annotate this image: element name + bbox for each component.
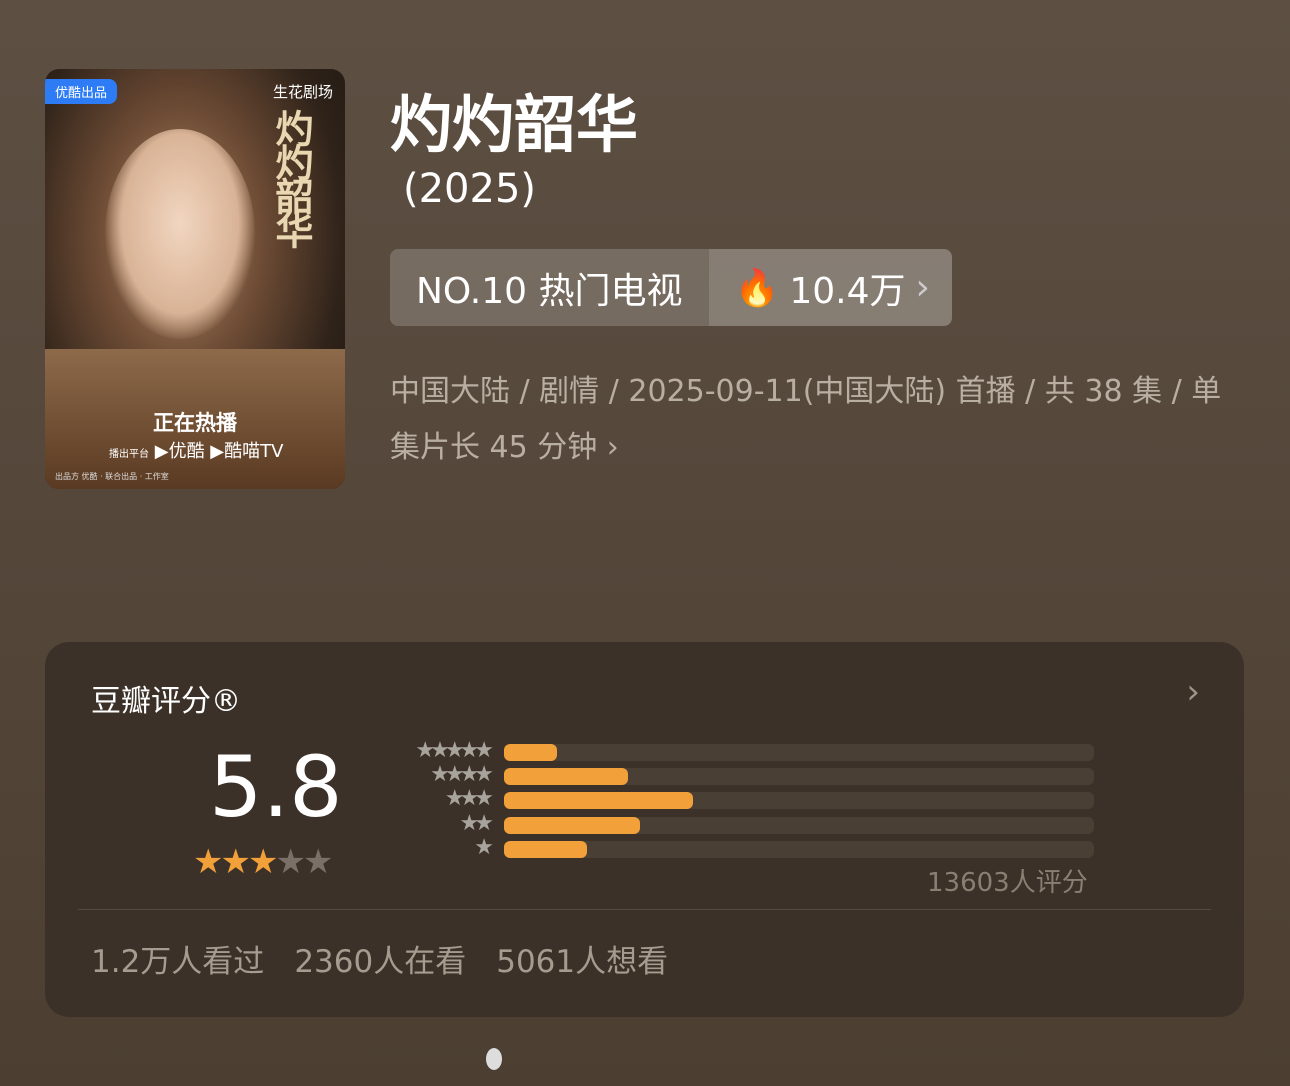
star-icon: ★★ [459, 810, 495, 836]
star-icon: ★★★ [444, 786, 494, 812]
watching-count[interactable]: 2360人在看 [294, 944, 467, 980]
rating-count[interactable]: 13603人评分 [927, 868, 1088, 898]
star-filled-icon: ★ [220, 842, 251, 882]
star-icon: ★ [474, 834, 494, 860]
flame-icon: 🔥 [734, 267, 780, 309]
rating-header: 豆瓣评分® [91, 684, 241, 719]
star-icon: ★★★★ [430, 762, 494, 788]
divider [78, 909, 1211, 910]
studio-logo: 生花剧场 [272, 83, 333, 101]
producer-badge: 优酷出品 [45, 79, 118, 104]
heat-button[interactable]: 🔥 10.4万 › [708, 249, 952, 326]
rank-label[interactable]: NO.10 热门电视 [390, 249, 709, 326]
distribution-bar [504, 768, 628, 786]
distribution-track [504, 768, 1094, 786]
want-count[interactable]: 5061人想看 [496, 944, 669, 980]
poster-image[interactable]: 优酷出品 生花剧场 灼灼韶华 正在热播 播出平台 ▶优酷 ▶酷喵TV 出品方 优… [45, 69, 345, 489]
distribution-bar [504, 744, 558, 761]
star-filled-icon: ★ [247, 842, 279, 882]
star-empty-icon: ★ [302, 842, 334, 882]
viewer-stats: 1.2万人看过 2360人在看 5061人想看 [91, 936, 668, 981]
distribution-track [504, 792, 1094, 810]
distribution-bar [504, 792, 693, 810]
poster-credits: 出品方 优酷 · 联合出品 · 工作室 [55, 472, 169, 481]
rating-score: 5.8 [209, 738, 343, 836]
heat-value: 10.4万 [789, 270, 906, 312]
watched-count[interactable]: 1.2万人看过 [91, 944, 265, 980]
ranking-badge[interactable]: NO.10 热门电视 🔥 10.4万 › [390, 249, 952, 326]
poster-robe [45, 349, 345, 489]
poster-face [105, 129, 255, 339]
page-title: 灼灼韶华 [390, 88, 639, 161]
distribution-bar [504, 840, 587, 858]
rating-card[interactable]: 豆瓣评分® › 5.8 ★★★★★ ★★★★★ ★★★★ ★★★ ★★ ★ 13603人… [45, 642, 1244, 1017]
chevron-right-icon: › [915, 267, 930, 308]
distribution-track [504, 744, 1094, 761]
distribution-bar [504, 816, 640, 834]
poster-platforms: 播出平台 ▶优酷 ▶酷喵TV [109, 441, 284, 462]
distribution-track [504, 816, 1094, 834]
release-year: (2025) [403, 166, 537, 212]
poster-title: 灼灼韶华 [269, 109, 314, 245]
star-icon: ★★★★★ [415, 738, 494, 763]
poster-hot-label: 正在热播 [153, 411, 237, 435]
rating-stars: ★★★★★ [193, 842, 334, 882]
show-info[interactable]: 中国大陆 / 剧情 / 2025-09-11(中国大陆) 首播 / 共 38 集… [390, 374, 1222, 465]
star-empty-icon: ★ [275, 842, 306, 882]
star-filled-icon: ★ [193, 842, 224, 882]
distribution-track [504, 840, 1094, 858]
loading-indicator-icon [486, 1048, 502, 1070]
chevron-right-icon[interactable]: › [1186, 672, 1200, 712]
